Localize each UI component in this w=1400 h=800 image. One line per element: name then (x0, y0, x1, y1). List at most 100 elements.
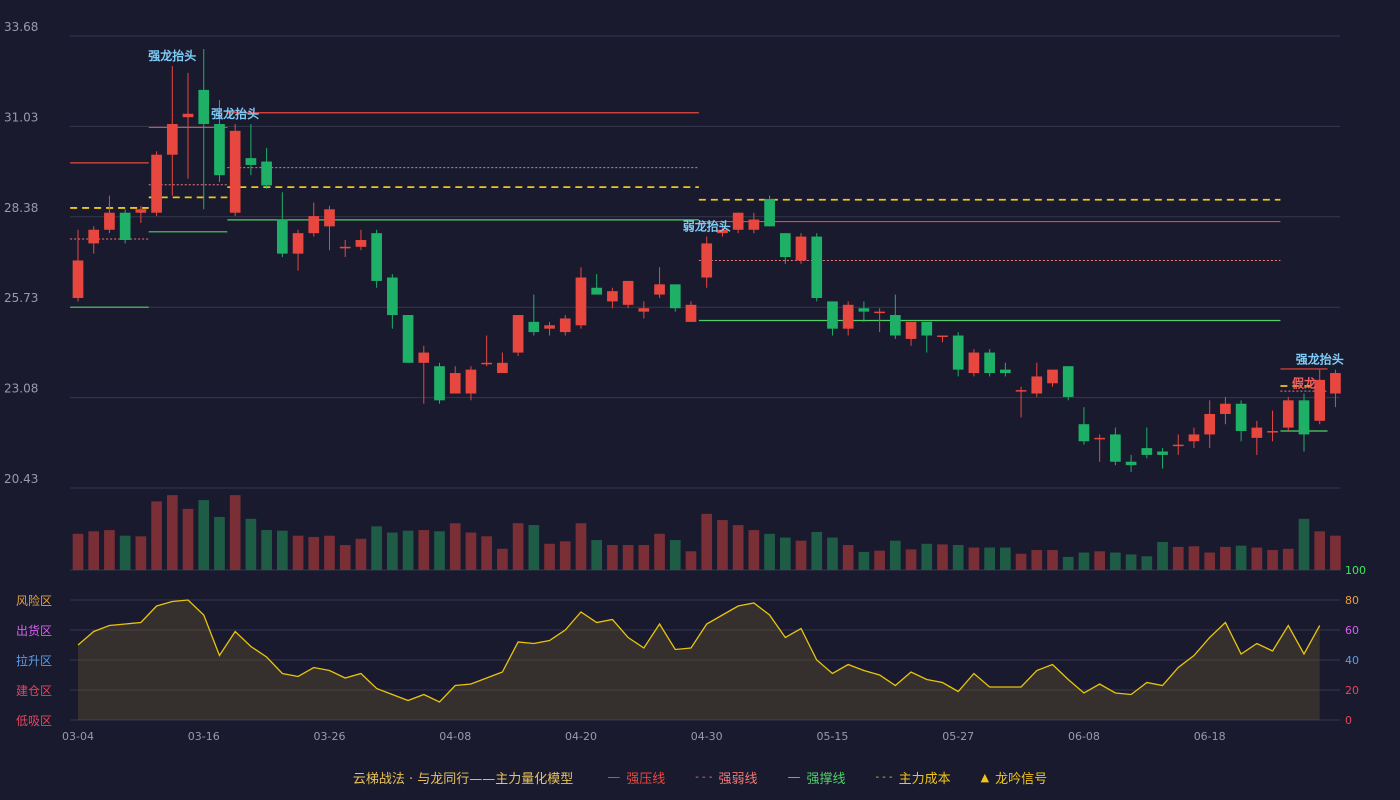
candle-body (764, 199, 775, 227)
candle (1220, 396, 1231, 425)
candle-body (119, 212, 131, 240)
volume-bar (984, 547, 995, 570)
volume-bars (72, 495, 1341, 570)
volume-bar (418, 530, 430, 570)
candle-body (261, 161, 272, 186)
volume-bar (339, 545, 351, 570)
candle (827, 301, 838, 336)
candle-body (701, 243, 713, 278)
candle (528, 294, 540, 336)
candle (1078, 407, 1090, 445)
candle-body (654, 284, 665, 295)
candle-body (937, 335, 948, 338)
x-tick-label: 04-30 (691, 730, 723, 743)
candle-body (1267, 431, 1278, 433)
volume-bar (512, 523, 524, 570)
legend-item-pressure: — 强压线 (607, 768, 665, 787)
candle (685, 301, 697, 322)
indicator-zone-label: 风险区 (16, 593, 52, 608)
candle (858, 301, 870, 322)
volume-bar (1031, 550, 1043, 570)
candle-body (921, 321, 933, 336)
candle-body (827, 301, 838, 329)
volume-bar (1015, 553, 1027, 570)
volume-bar (449, 523, 461, 570)
candle-body (1110, 434, 1121, 462)
candle-body (1251, 427, 1263, 438)
candle-body (198, 89, 210, 125)
volume-bar (591, 540, 603, 570)
candle (654, 267, 665, 298)
candle-body (497, 362, 508, 374)
volume-bar (622, 545, 634, 570)
candle (1235, 400, 1247, 442)
candle (1204, 400, 1216, 449)
price-tick-label: 31.03 (4, 110, 38, 124)
volume-bar (827, 537, 838, 570)
volume-bar (324, 535, 335, 570)
legend-item-support: — 强撑线 (787, 768, 845, 787)
volume-bar (1078, 552, 1090, 570)
volume-bar (1298, 518, 1310, 570)
x-tick-label: 03-04 (62, 730, 94, 743)
candle-body (874, 311, 885, 314)
volume-bar (607, 545, 618, 570)
candle (905, 321, 917, 346)
candle (779, 233, 791, 264)
candle-body (214, 124, 225, 176)
volume-bar (434, 531, 445, 570)
level-lines (70, 112, 1328, 432)
indicator-tick-label: 100 (1345, 564, 1366, 577)
candle-body (622, 280, 634, 305)
candle-body (229, 130, 241, 213)
candle (1047, 369, 1058, 387)
candle-body (465, 369, 477, 394)
candle-body (481, 362, 493, 365)
candle (402, 315, 414, 363)
candle (1282, 396, 1294, 432)
candle (732, 212, 744, 234)
candle (497, 352, 508, 374)
candle (339, 239, 351, 258)
candle-body (1282, 400, 1294, 428)
candle (512, 315, 524, 356)
candle-body (449, 373, 461, 394)
indicator-tick-label: 60 (1345, 624, 1359, 637)
candle (1172, 434, 1184, 455)
candle (1094, 434, 1106, 462)
candle-body (1157, 451, 1168, 455)
volume-bar (1282, 548, 1294, 570)
candle (1298, 393, 1310, 452)
volume-bar (229, 495, 241, 570)
candle (984, 349, 995, 377)
candle (1141, 427, 1153, 459)
signal-label: 假龙 (1292, 376, 1316, 391)
volume-bar (135, 536, 147, 570)
volume-bar (858, 551, 870, 570)
candle-body (1125, 461, 1137, 466)
volume-bar (968, 547, 980, 570)
candle-body (402, 315, 414, 363)
candle-body (842, 304, 854, 329)
candle-body (151, 154, 162, 213)
axis-labels: 20.43 23.08 25.73 28.38 31.03 33.68 0 20 40 60 80 1… (4, 20, 1366, 743)
candle-body (1047, 369, 1058, 384)
volume-bar (1172, 546, 1184, 570)
legend-item-signal: ▲ 龙吟信号 (981, 768, 1047, 787)
volume-bar (732, 525, 744, 570)
candle-body (1000, 369, 1011, 374)
x-tick-label: 03-26 (314, 730, 346, 743)
legend-item-cost: - - - 主力成本 (875, 768, 950, 787)
candle (1062, 366, 1074, 401)
candle-body (1235, 403, 1247, 432)
candle-body (1141, 448, 1153, 455)
candle-body (638, 308, 650, 312)
candle (166, 66, 178, 196)
candle (811, 233, 823, 302)
indicator-area (78, 600, 1320, 720)
volume-bar (1220, 546, 1231, 570)
volume-bar (559, 541, 571, 570)
candle-body (732, 212, 744, 230)
